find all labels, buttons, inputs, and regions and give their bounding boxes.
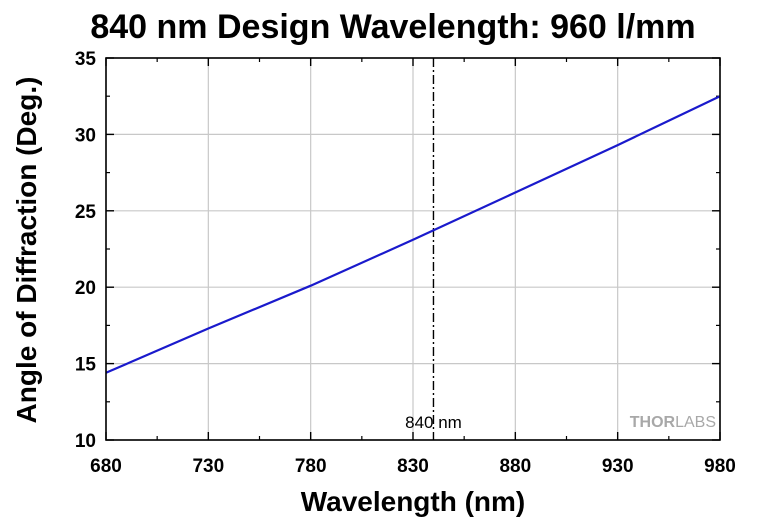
y-axis-title: Angle of Diffraction (Deg.) [11,77,42,424]
x-tick-label: 830 [397,456,429,477]
x-axis-ticks: 680 730 780 830 880 930 980 [90,58,736,477]
y-axis-ticks: 10 15 20 25 30 35 [75,49,720,452]
y-tick-label: 20 [75,278,96,299]
y-tick-label: 15 [75,355,97,376]
thorlabs-logo: THORLABS [630,414,716,431]
y-tick-label: 35 [75,49,97,70]
chart-title: 840 nm Design Wavelength: 960 l/mm [90,8,695,46]
y-tick-label: 30 [75,125,96,146]
y-tick-label: 10 [75,431,96,452]
x-tick-label: 980 [704,456,736,477]
x-tick-label: 730 [192,456,224,477]
x-axis-title: Wavelength (nm) [301,486,526,517]
reference-line-label: 840 nm [405,413,462,432]
series-line [105,95,721,374]
y-tick-label: 25 [75,202,97,223]
x-tick-label: 880 [499,456,531,477]
x-tick-label: 780 [295,456,327,477]
x-tick-label: 680 [90,456,122,477]
series-group [105,95,721,374]
x-tick-label: 930 [602,456,634,477]
grid [105,57,721,441]
